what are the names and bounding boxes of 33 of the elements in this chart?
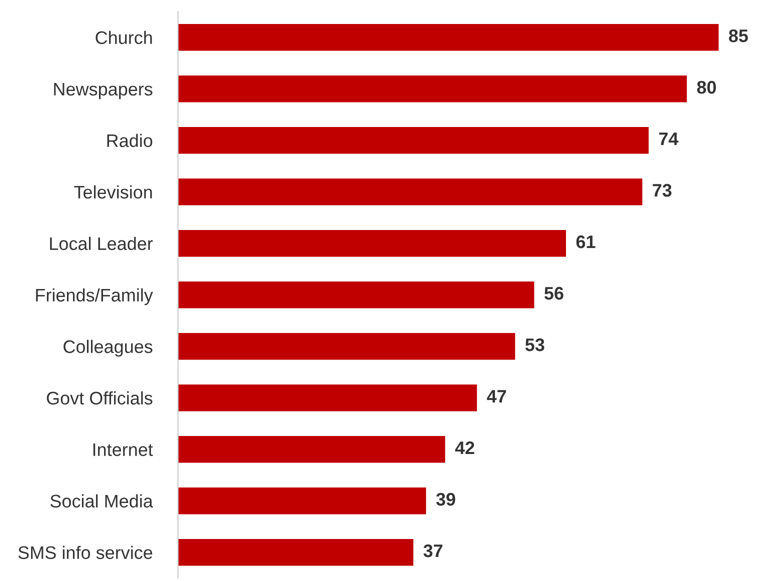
data-label: 47 bbox=[486, 390, 506, 403]
bar bbox=[178, 487, 426, 514]
y-tick-label: Radio bbox=[107, 134, 152, 148]
data-label: 80 bbox=[697, 80, 716, 94]
bar bbox=[178, 178, 642, 206]
bar bbox=[178, 384, 477, 412]
y-tick-label: Internet bbox=[93, 443, 153, 456]
y-tick-label: SMS info service bbox=[18, 546, 152, 560]
y-tick-label: Television bbox=[74, 185, 152, 199]
bar bbox=[178, 24, 719, 51]
data-label: 42 bbox=[455, 441, 474, 454]
y-tick-label: Social Media bbox=[50, 494, 154, 508]
data-label: 37 bbox=[423, 544, 442, 558]
data-label: 56 bbox=[544, 286, 564, 300]
data-label: 53 bbox=[525, 338, 544, 352]
bar bbox=[178, 538, 414, 566]
data-label: 85 bbox=[728, 29, 748, 42]
bar bbox=[178, 332, 516, 360]
bar bbox=[178, 281, 534, 308]
y-tick-label: Govt Officials bbox=[46, 391, 152, 405]
bar bbox=[178, 230, 566, 257]
y-tick-label: Newspapers bbox=[54, 82, 152, 100]
y-tick-label: Local Leader bbox=[50, 236, 153, 250]
data-label: 73 bbox=[652, 184, 672, 197]
y-tick-label: Church bbox=[96, 30, 152, 44]
y-tick-label: Colleagues bbox=[64, 340, 152, 357]
bar bbox=[178, 126, 649, 154]
data-label: 61 bbox=[576, 235, 596, 248]
bar bbox=[178, 75, 687, 102]
bar bbox=[178, 436, 446, 463]
data-label: 74 bbox=[659, 132, 678, 146]
data-label: 39 bbox=[436, 492, 456, 506]
y-tick-label: Friends/Family bbox=[36, 288, 153, 306]
